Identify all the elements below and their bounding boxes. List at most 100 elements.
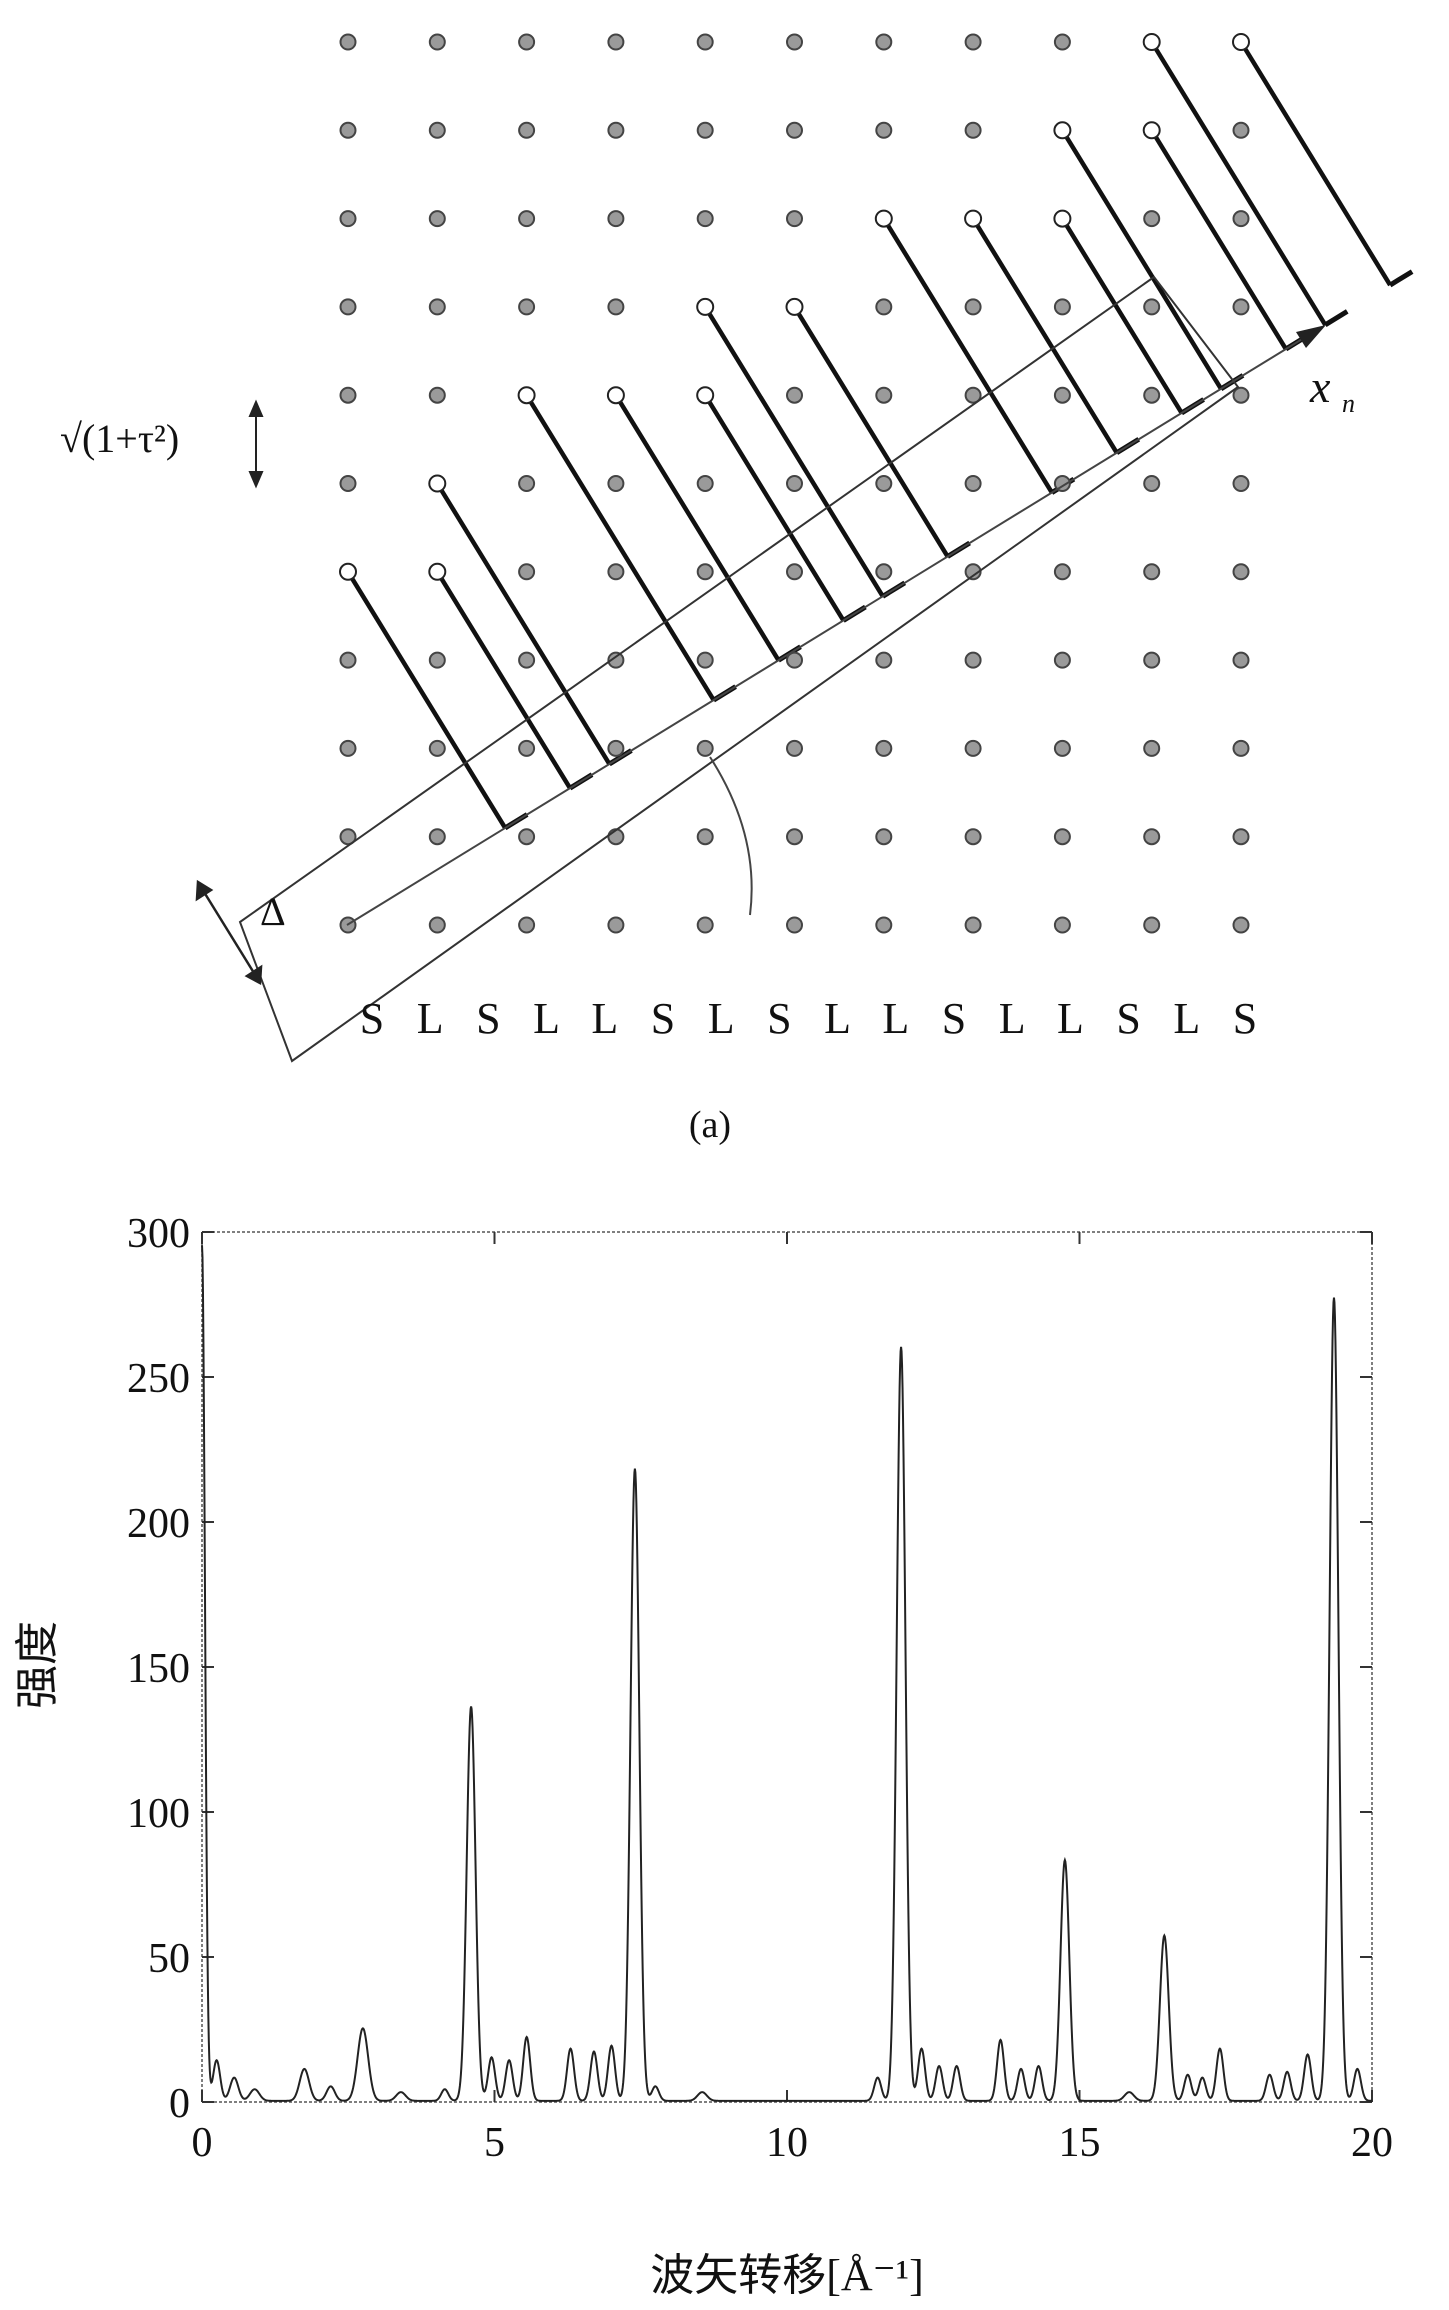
x-tick-label: 20 — [1351, 2120, 1393, 2166]
lattice-point — [1053, 386, 1071, 404]
lattice-point — [428, 121, 446, 139]
projection-line — [1060, 217, 1184, 415]
lattice-point — [696, 739, 714, 757]
lattice-point — [518, 916, 536, 934]
lattice-diagram — [339, 33, 1414, 934]
sequence-letter: L — [1173, 994, 1200, 1043]
lattice-point-open — [696, 297, 715, 316]
lattice-point — [607, 475, 625, 492]
lattice-point — [1232, 563, 1250, 581]
lattice-point — [607, 651, 625, 669]
lattice-point — [1053, 916, 1071, 934]
lattice-point — [1232, 298, 1250, 316]
lattice-point — [339, 828, 357, 846]
sequence-letter: L — [1057, 994, 1084, 1043]
chart: 0 50 100 150 200 250 300 0 5 10 15 20 波矢转移[Å⁻¹] 强度 — [13, 1211, 1393, 2300]
lattice-point — [696, 210, 714, 228]
lattice-point — [696, 33, 714, 51]
lattice-point — [339, 121, 357, 139]
lattice-point — [786, 563, 803, 581]
lattice-point-open — [696, 386, 715, 405]
x-axis-label: 波矢转移[Å⁻¹] — [650, 2251, 924, 2300]
lattice-point — [339, 210, 357, 228]
lattice-point — [607, 563, 625, 581]
lattice-point — [1053, 828, 1071, 846]
projection-line — [613, 394, 781, 662]
lattice-point — [875, 121, 893, 139]
projection-line — [792, 305, 950, 558]
lattice-point — [518, 651, 536, 669]
projection-line — [524, 394, 716, 702]
lattice-point — [518, 33, 536, 51]
spacing-arrow — [248, 399, 264, 489]
lattice-point — [1053, 651, 1071, 669]
lattice-point — [428, 386, 446, 404]
y-axis-label: 强度 — [13, 1621, 62, 1709]
lattice-point — [607, 121, 625, 139]
lattice-point — [786, 828, 803, 846]
sequence-letter: L — [882, 994, 909, 1043]
y-tick-label: 0 — [169, 2081, 190, 2127]
lattice-point-open — [1053, 121, 1072, 140]
lattice-point — [518, 563, 536, 581]
sequence-letter: S — [767, 994, 791, 1043]
lattice-point — [786, 475, 803, 492]
lattice-point — [1143, 739, 1161, 757]
lattice-point — [428, 739, 446, 757]
lattice-point — [1232, 121, 1250, 139]
x-tick-label: 15 — [1059, 2120, 1101, 2166]
lattice-point-open — [517, 386, 536, 405]
lattice-point-open — [874, 209, 893, 228]
y-tick-label: 200 — [127, 1501, 190, 1547]
lattice-point — [875, 828, 893, 846]
projection-line — [971, 217, 1119, 454]
projected-segment — [1388, 269, 1414, 288]
delta-arrow — [195, 879, 263, 986]
lattice-point — [518, 739, 536, 757]
sequence-letter: L — [591, 994, 618, 1043]
lattice-point — [1053, 739, 1071, 757]
sequence-letter: S — [1116, 994, 1140, 1043]
lattice-point — [964, 739, 982, 757]
lattice-point-open — [1053, 209, 1072, 228]
lattice-point — [339, 475, 357, 492]
lattice-point — [607, 33, 625, 51]
lattice-point — [696, 828, 714, 846]
lattice-point — [875, 33, 893, 51]
lattice-point — [696, 121, 714, 139]
sequence-letter: L — [533, 994, 560, 1043]
lattice-point — [964, 563, 982, 581]
lattice-point — [964, 33, 982, 51]
lattice-point — [786, 916, 803, 934]
lattice-point — [875, 386, 893, 404]
lattice-point — [1143, 298, 1161, 316]
projection-line — [1239, 40, 1393, 287]
lattice-point — [1143, 916, 1161, 934]
lattice-point — [428, 828, 446, 846]
lattice-point-open — [428, 562, 447, 581]
lattice-point-open — [964, 209, 983, 228]
lattice-point — [1232, 386, 1250, 404]
projection-line — [346, 570, 508, 830]
pointer-curve — [709, 756, 753, 916]
lattice-point — [428, 33, 446, 51]
xn-axis-label: x — [1309, 361, 1331, 412]
lattice-point-open — [1232, 33, 1250, 51]
lattice-point — [339, 298, 357, 316]
lattice-point-open — [606, 386, 625, 405]
sequence-letter: S — [1233, 994, 1257, 1043]
lattice-point — [875, 651, 893, 669]
lattice-point — [428, 298, 446, 316]
projection-strip — [238, 275, 1240, 1063]
y-tick-label: 150 — [127, 1646, 190, 1692]
sequence-letter: L — [999, 994, 1026, 1043]
xn-axis-arrowhead — [1296, 325, 1326, 348]
y-tick-label: 50 — [148, 1936, 190, 1982]
lattice-point — [428, 651, 446, 669]
lattice-point — [1232, 210, 1250, 228]
lattice-point — [1232, 475, 1250, 492]
projection-line — [1060, 129, 1223, 391]
sequence-letter: L — [708, 994, 735, 1043]
lattice-point — [786, 121, 803, 139]
